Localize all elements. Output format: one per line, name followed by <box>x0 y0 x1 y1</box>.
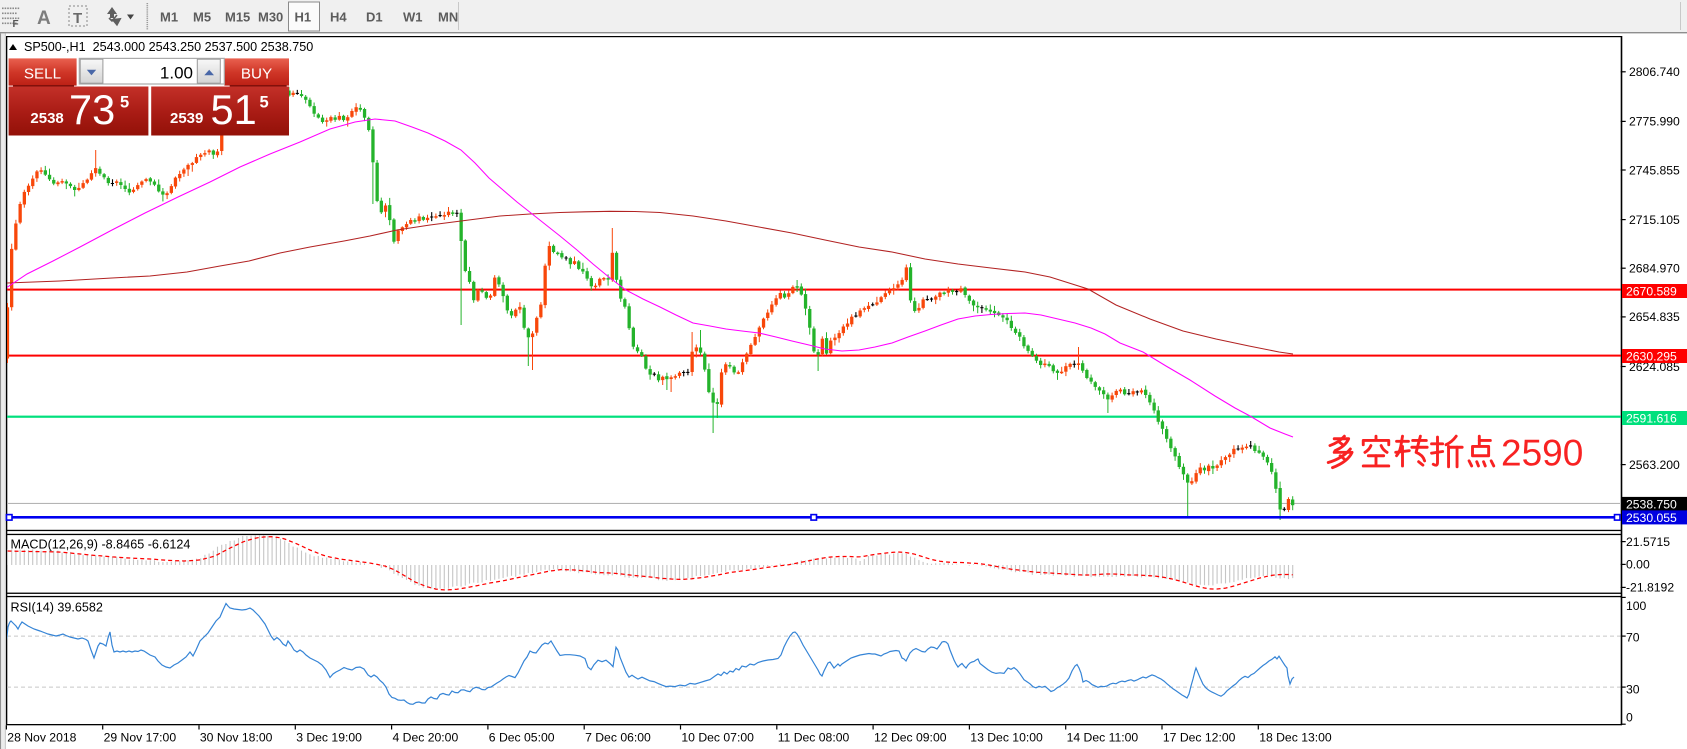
svg-text:BUY: BUY <box>241 66 272 83</box>
svg-text:12 Dec 09:00: 12 Dec 09:00 <box>874 731 947 745</box>
svg-text:M15: M15 <box>225 10 250 25</box>
svg-text:28 Nov 2018: 28 Nov 2018 <box>7 731 76 745</box>
svg-text:0.00: 0.00 <box>1626 558 1650 572</box>
svg-text:2563.200: 2563.200 <box>1629 458 1680 472</box>
svg-text:2630.295: 2630.295 <box>1626 350 1677 364</box>
svg-text:D1: D1 <box>366 10 383 25</box>
svg-text:M5: M5 <box>193 10 211 25</box>
svg-text:6 Dec 05:00: 6 Dec 05:00 <box>489 731 555 745</box>
svg-text:2654.835: 2654.835 <box>1629 310 1680 324</box>
svg-text:17 Dec 12:00: 17 Dec 12:00 <box>1163 731 1236 745</box>
svg-text:2745.855: 2745.855 <box>1629 163 1680 177</box>
svg-text:2590: 2590 <box>1501 433 1583 474</box>
svg-text:-21.8192: -21.8192 <box>1626 581 1674 595</box>
svg-text:MACD(12,26,9) -8.8465 -6.6124: MACD(12,26,9) -8.8465 -6.6124 <box>11 538 191 552</box>
svg-text:2715.105: 2715.105 <box>1629 213 1680 227</box>
svg-text:W1: W1 <box>403 10 423 25</box>
svg-text:2538.750: 2538.750 <box>1626 498 1677 512</box>
svg-text:2539: 2539 <box>170 110 203 127</box>
svg-text:18 Dec 13:00: 18 Dec 13:00 <box>1259 731 1332 745</box>
svg-text:MN: MN <box>438 10 458 25</box>
svg-text:10 Dec 07:00: 10 Dec 07:00 <box>681 731 754 745</box>
svg-text:30: 30 <box>1626 682 1640 696</box>
svg-text:70: 70 <box>1626 630 1640 644</box>
svg-text:2684.970: 2684.970 <box>1629 262 1680 276</box>
svg-text:F: F <box>13 19 19 30</box>
svg-text:5: 5 <box>120 94 129 112</box>
svg-text:2670.589: 2670.589 <box>1626 285 1677 299</box>
svg-text:29 Nov 17:00: 29 Nov 17:00 <box>104 731 177 745</box>
svg-text:H1: H1 <box>295 10 312 25</box>
svg-text:SELL: SELL <box>24 66 61 83</box>
svg-text:14 Dec 11:00: 14 Dec 11:00 <box>1067 731 1139 745</box>
svg-text:21.5715: 21.5715 <box>1626 535 1670 549</box>
svg-text:73: 73 <box>69 86 115 133</box>
svg-text:T: T <box>73 10 82 27</box>
svg-text:5: 5 <box>260 94 269 112</box>
svg-text:100: 100 <box>1626 599 1647 613</box>
svg-text:RSI(14) 39.6582: RSI(14) 39.6582 <box>11 601 103 615</box>
svg-text:51: 51 <box>211 86 257 133</box>
svg-text:H4: H4 <box>330 10 347 25</box>
svg-text:2775.990: 2775.990 <box>1629 115 1680 129</box>
svg-text:0: 0 <box>1626 710 1633 724</box>
svg-text:2624.085: 2624.085 <box>1629 360 1680 374</box>
svg-text:1.00: 1.00 <box>160 63 193 82</box>
svg-text:M30: M30 <box>258 10 283 25</box>
svg-text:11 Dec 08:00: 11 Dec 08:00 <box>778 731 850 745</box>
svg-text:2806.740: 2806.740 <box>1629 65 1680 79</box>
svg-text:M1: M1 <box>160 10 178 25</box>
svg-text:2538: 2538 <box>30 110 63 127</box>
svg-text:A: A <box>37 8 51 29</box>
svg-text:2591.616: 2591.616 <box>1626 412 1677 426</box>
svg-text:7 Dec 06:00: 7 Dec 06:00 <box>585 731 651 745</box>
svg-text:4 Dec 20:00: 4 Dec 20:00 <box>393 731 459 745</box>
svg-text:SP500-,H1 2543.000 2543.250 2: SP500-,H1 2543.000 2543.250 2537.500 253… <box>24 40 313 54</box>
svg-text:2530.055: 2530.055 <box>1626 511 1677 525</box>
svg-text:30 Nov 18:00: 30 Nov 18:00 <box>200 731 273 745</box>
svg-text:3 Dec 19:00: 3 Dec 19:00 <box>296 731 362 745</box>
svg-text:13 Dec 10:00: 13 Dec 10:00 <box>970 731 1043 745</box>
